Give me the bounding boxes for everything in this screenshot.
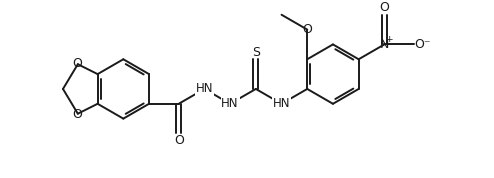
Text: HN: HN — [221, 97, 239, 110]
Text: O: O — [379, 1, 389, 14]
Text: N: N — [380, 38, 389, 51]
Text: O⁻: O⁻ — [414, 38, 431, 51]
Text: O: O — [72, 108, 82, 121]
Text: HN: HN — [196, 82, 213, 95]
Text: O: O — [72, 57, 82, 70]
Text: S: S — [252, 46, 260, 59]
Text: +: + — [385, 35, 393, 44]
Text: O: O — [174, 134, 184, 147]
Text: HN: HN — [273, 97, 290, 110]
Text: O: O — [302, 23, 312, 36]
